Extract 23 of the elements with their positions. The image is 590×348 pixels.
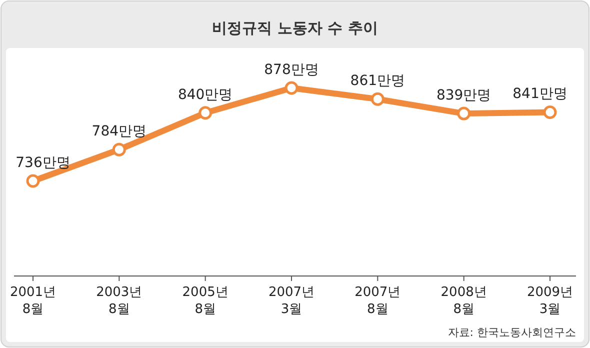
x-tick-label: 2001년 8월 <box>10 285 56 317</box>
data-label: 839만명 <box>436 88 492 104</box>
x-tick-label: 2005년 8월 <box>182 285 228 317</box>
x-tick-label: 2007년 3월 <box>268 285 315 317</box>
data-label: 840만명 <box>178 86 233 103</box>
point <box>370 92 384 106</box>
data-label: 861만명 <box>350 73 406 90</box>
data-label: 841만명 <box>512 86 568 102</box>
chart-title: 비정규직 노동자 수 추이 <box>212 19 378 37</box>
point <box>198 106 212 120</box>
x-tick-label: 2008년 8월 <box>440 285 487 317</box>
x-tick-label: 2007년 8월 <box>354 285 401 317</box>
data-label: 878만명 <box>264 62 319 78</box>
point <box>26 174 40 188</box>
text: 자료: 한국노동사회연구소 <box>448 326 576 339</box>
point <box>112 142 126 156</box>
data-label: 784만명 <box>92 124 147 140</box>
point <box>457 106 471 120</box>
x-tick-label: 2009년 3월 <box>526 285 574 317</box>
data-label: 736만명 <box>16 155 70 171</box>
x-tick-label: 2003년 8월 <box>96 285 142 317</box>
point <box>543 105 557 119</box>
point <box>284 81 298 95</box>
